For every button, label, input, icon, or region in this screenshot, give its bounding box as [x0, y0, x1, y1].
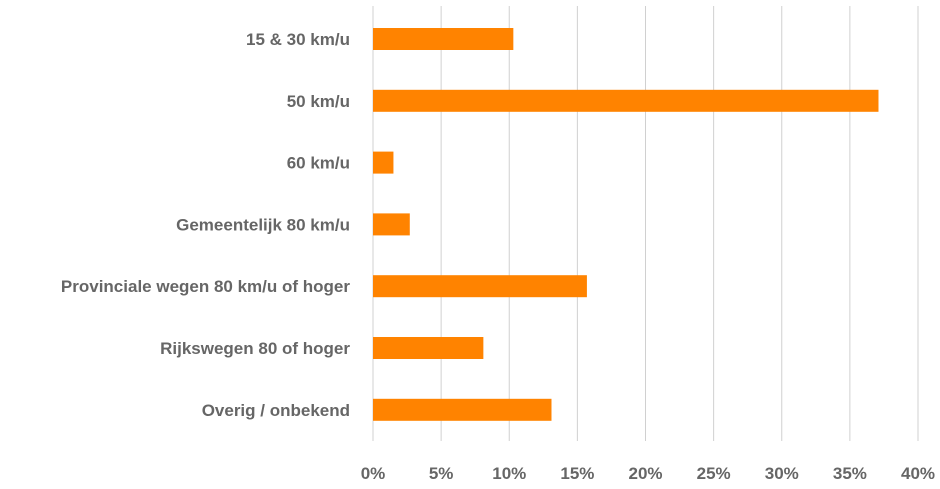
x-axis-tick-labels: 0% 5% 10% 15% 20% 25% 30% 35% 40%	[361, 464, 935, 483]
x-tick-label: 15%	[560, 464, 594, 483]
bar	[373, 28, 514, 50]
bar	[373, 213, 410, 236]
grid-lines	[372, 6, 919, 441]
x-tick-label: 35%	[833, 464, 867, 483]
bars	[373, 28, 879, 421]
bar	[373, 151, 394, 174]
category-label: 15 & 30 km/u	[246, 30, 350, 49]
category-label: Rijkswegen 80 of hoger	[160, 339, 350, 358]
category-label: 50 km/u	[287, 92, 350, 111]
bar	[373, 275, 587, 298]
bar	[373, 89, 879, 112]
bar	[373, 398, 552, 421]
x-tick-label: 5%	[429, 464, 454, 483]
bar	[373, 337, 484, 359]
category-label: 60 km/u	[287, 154, 350, 173]
x-tick-label: 10%	[492, 464, 526, 483]
category-labels: 15 & 30 km/u 50 km/u 60 km/u Gemeentelijk 8…	[61, 30, 350, 420]
x-tick-label: 30%	[765, 464, 799, 483]
x-tick-label: 0%	[361, 464, 386, 483]
category-label: Provinciale wegen 80 km/u of hoger	[61, 277, 350, 296]
category-label: Gemeentelijk 80 km/u	[176, 215, 350, 234]
x-tick-label: 25%	[697, 464, 731, 483]
category-label: Overig / onbekend	[202, 401, 350, 420]
x-tick-label: 40%	[901, 464, 935, 483]
x-tick-label: 20%	[628, 464, 662, 483]
